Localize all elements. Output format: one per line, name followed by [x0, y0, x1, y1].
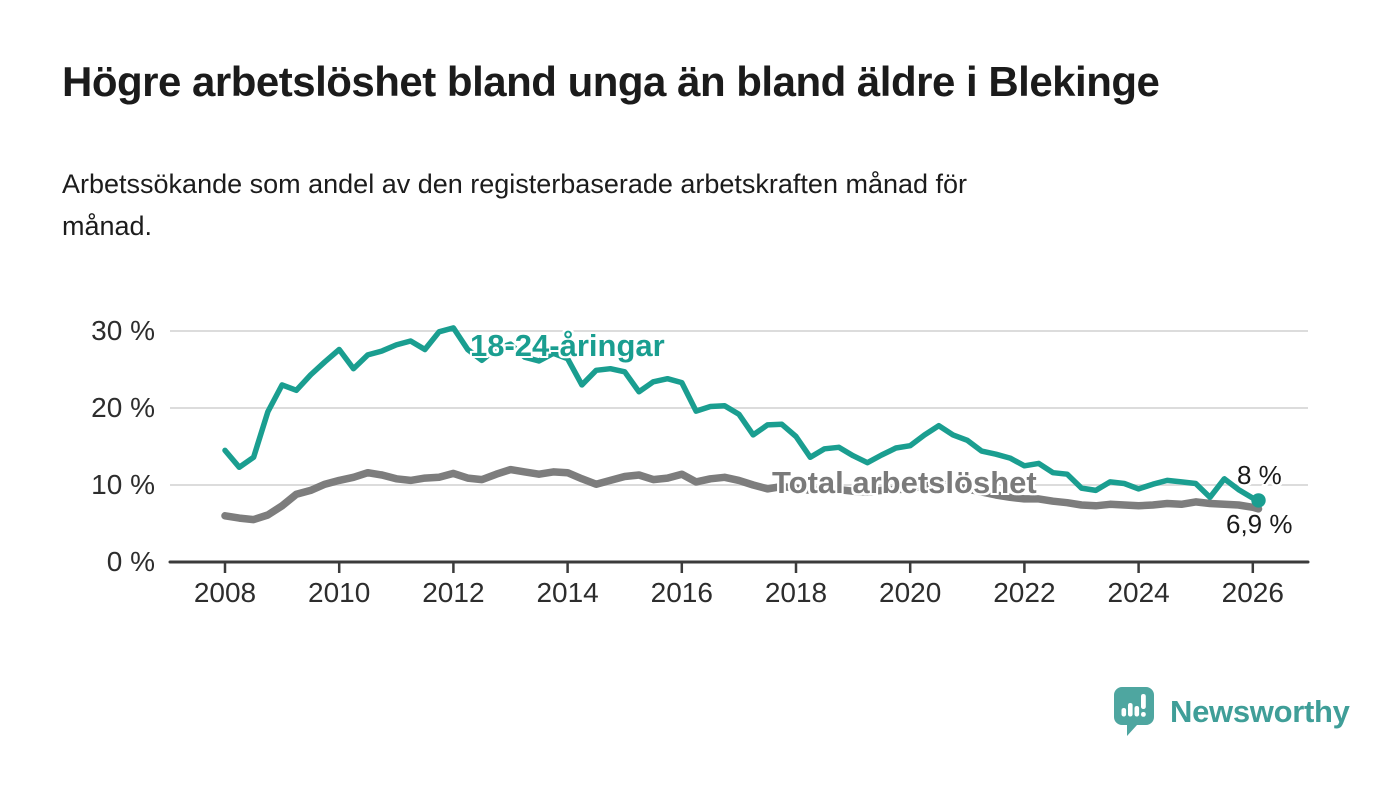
- x-tick-label-2010: 2010: [308, 577, 371, 608]
- x-tick-label-2026: 2026: [1221, 577, 1284, 608]
- logo-bubble-shape: [1114, 687, 1154, 736]
- x-tick-label-2008: 2008: [193, 577, 257, 608]
- line-total-arbetsloshet: [221, 465, 1263, 524]
- end-value-label-young: 8 %: [1237, 460, 1282, 490]
- y-tick-label-0: 0 %: [106, 546, 155, 577]
- end-value-label-total: 6,9 %: [1226, 509, 1293, 539]
- logo-exclamation-bar: [1141, 694, 1146, 709]
- y-tick-label-20: 20 %: [91, 392, 155, 423]
- x-tick-label-2022: 2022: [993, 577, 1056, 608]
- y-tick-label-10: 10 %: [91, 469, 155, 500]
- series-label-young: 18-24-åringar: [470, 328, 665, 363]
- x-tick-label-2012: 2012: [422, 577, 485, 608]
- logo-bar-3: [1134, 706, 1140, 717]
- line-18-24-aringar: [222, 325, 1262, 504]
- y-tick-label-30: 30 %: [91, 315, 155, 346]
- x-tick-label-2014: 2014: [536, 577, 599, 608]
- newsworthy-logo-text: Newsworthy: [1170, 694, 1350, 729]
- logo-bar-1: [1121, 708, 1127, 717]
- newsworthy-logo-icon: [1114, 687, 1154, 736]
- subtitle-line-1: Arbetssökande som andel av den registerb…: [62, 169, 968, 199]
- newsworthy-brand: Newsworthy: [1113, 686, 1350, 738]
- logo-bar-2: [1128, 703, 1133, 717]
- x-tick-label-2024: 2024: [1107, 577, 1170, 608]
- logo-exclamation-dot: [1141, 712, 1146, 717]
- end-marker-young: [1251, 493, 1266, 508]
- series-label-total: Total arbetslöshet: [772, 465, 1037, 500]
- x-tick-label-2020: 2020: [879, 577, 942, 608]
- page-title: Högre arbetslöshet bland unga än bland ä…: [62, 58, 1160, 105]
- x-tick-label-2018: 2018: [764, 577, 828, 608]
- chart-subtitle: Arbetssökande som andel av den registerb…: [62, 163, 967, 247]
- subtitle-line-2: månad.: [62, 211, 153, 241]
- x-tick-label-2016: 2016: [650, 577, 713, 608]
